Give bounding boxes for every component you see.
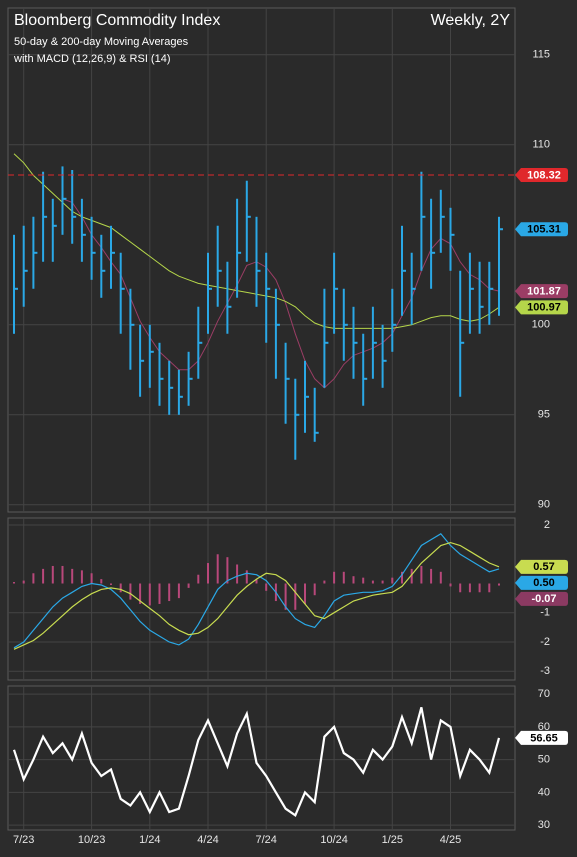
x-tick-label: 10/24 xyxy=(320,834,348,846)
y-tick-label: 115 xyxy=(532,49,550,61)
value-tag-label: 105.31 xyxy=(527,224,561,236)
y-tick-label: 50 xyxy=(538,754,550,766)
line xyxy=(13,541,500,650)
y-tick-label: 40 xyxy=(538,786,550,798)
value-tag xyxy=(515,559,568,574)
subtitle: 50-day & 200-day Moving Averages xyxy=(14,36,189,48)
value-tag xyxy=(515,284,568,299)
subtitle: with MACD (12,26,9) & RSI (14) xyxy=(13,53,171,65)
x-tick-label: 7/24 xyxy=(255,834,276,846)
y-tick-label: 70 xyxy=(538,688,550,700)
value-tag-label: -0.07 xyxy=(531,593,556,605)
value-tag-label: 0.50 xyxy=(533,577,554,589)
value-tag xyxy=(515,168,568,183)
y-tick-label: 2 xyxy=(544,519,550,531)
value-tag xyxy=(515,300,568,315)
y-tick-label: 95 xyxy=(538,409,550,421)
value-tag-label: 101.87 xyxy=(527,286,561,298)
rsi-panel xyxy=(7,685,516,831)
y-tick-label: 30 xyxy=(538,819,550,831)
x-tick-label: 1/24 xyxy=(139,834,160,846)
line xyxy=(12,707,501,817)
y-tick-label: 110 xyxy=(532,139,550,151)
x-tick-label: 4/24 xyxy=(197,834,218,846)
value-tag xyxy=(515,222,568,237)
value-tag-label: 56.65 xyxy=(530,732,558,744)
value-tag-label: 108.32 xyxy=(527,169,561,181)
value-tag xyxy=(515,591,568,606)
x-tick-label: 4/25 xyxy=(440,834,461,846)
x-tick-label: 7/23 xyxy=(13,834,34,846)
line xyxy=(13,533,500,649)
chart-title: Bloomberg Commodity Index xyxy=(14,12,220,29)
line xyxy=(62,198,500,389)
x-tick-label: 10/23 xyxy=(78,834,106,846)
y-tick-label: -2 xyxy=(540,636,550,648)
y-tick-label: 100 xyxy=(532,319,550,331)
annotation: Weekly, 2Y xyxy=(431,12,511,29)
y-tick-label: 90 xyxy=(538,499,550,511)
macd-panel xyxy=(7,517,516,681)
value-tag-label: 100.97 xyxy=(527,302,561,314)
y-tick-label: -1 xyxy=(540,607,550,619)
price-panel xyxy=(7,7,516,513)
x-tick-label: 1/25 xyxy=(382,834,403,846)
y-tick-label: 60 xyxy=(538,721,550,733)
y-tick-label: -3 xyxy=(540,665,550,677)
value-tag xyxy=(515,575,568,590)
value-tag-label: 0.57 xyxy=(533,561,554,573)
value-tag xyxy=(515,730,568,745)
